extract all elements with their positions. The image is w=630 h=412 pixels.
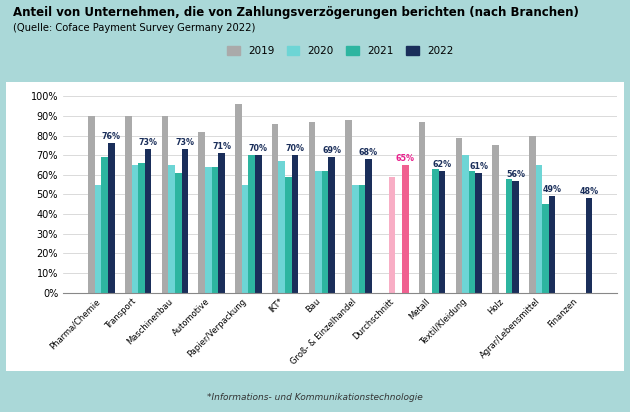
Bar	[328, 157, 335, 293]
Text: 71%: 71%	[212, 142, 231, 151]
Bar	[108, 143, 115, 293]
Bar	[162, 116, 168, 293]
Bar	[292, 155, 299, 293]
Bar	[175, 173, 181, 293]
Text: 48%: 48%	[580, 187, 598, 197]
Bar	[285, 177, 292, 293]
Bar	[419, 122, 425, 293]
Bar	[402, 165, 408, 293]
Bar	[94, 185, 101, 293]
Bar	[438, 171, 445, 293]
Bar	[529, 136, 535, 293]
Text: 76%: 76%	[102, 132, 121, 141]
Bar	[455, 138, 462, 293]
Bar	[315, 171, 322, 293]
Legend: 2019, 2020, 2021, 2022: 2019, 2020, 2021, 2022	[227, 47, 454, 56]
Text: Anteil von Unternehmen, die von Zahlungsverzögerungen berichten (nach Branchen): Anteil von Unternehmen, die von Zahlungs…	[13, 6, 578, 19]
Text: *Informations- und Kommunikationstechnologie: *Informations- und Kommunikationstechnol…	[207, 393, 423, 402]
Text: 61%: 61%	[469, 162, 488, 171]
Bar	[586, 198, 592, 293]
Text: 49%: 49%	[542, 185, 562, 194]
Bar	[198, 132, 205, 293]
Bar	[138, 163, 145, 293]
Bar	[505, 179, 512, 293]
Bar	[218, 153, 225, 293]
Bar	[309, 122, 315, 293]
Bar	[205, 167, 212, 293]
Bar	[145, 149, 151, 293]
Bar	[512, 181, 518, 293]
Bar	[125, 116, 132, 293]
Bar	[352, 185, 358, 293]
Bar	[212, 167, 218, 293]
FancyBboxPatch shape	[6, 82, 624, 371]
Text: 73%: 73%	[139, 138, 158, 147]
Bar	[322, 171, 328, 293]
Text: 62%: 62%	[432, 160, 452, 169]
Bar	[278, 161, 285, 293]
Bar	[542, 204, 549, 293]
Text: 56%: 56%	[506, 170, 525, 179]
Text: 73%: 73%	[175, 138, 194, 147]
Bar	[549, 197, 556, 293]
Text: 69%: 69%	[323, 146, 341, 155]
Bar	[168, 165, 175, 293]
Bar	[88, 116, 94, 293]
Bar	[235, 104, 242, 293]
Bar	[181, 149, 188, 293]
Bar	[132, 165, 138, 293]
Bar	[101, 157, 108, 293]
Text: 70%: 70%	[285, 144, 304, 153]
Bar	[345, 120, 352, 293]
Bar	[476, 173, 482, 293]
Bar	[536, 165, 542, 293]
Bar	[492, 145, 499, 293]
Bar	[242, 185, 248, 293]
Text: (Quelle: Coface Payment Survey Germany 2022): (Quelle: Coface Payment Survey Germany 2…	[13, 23, 255, 33]
Bar	[248, 155, 255, 293]
Bar	[365, 159, 372, 293]
Bar	[432, 169, 438, 293]
Bar	[389, 177, 395, 293]
Text: 65%: 65%	[396, 154, 415, 163]
Bar	[255, 155, 261, 293]
Text: 68%: 68%	[359, 148, 378, 157]
Bar	[462, 155, 469, 293]
Bar	[272, 124, 278, 293]
Bar	[358, 185, 365, 293]
Text: 70%: 70%	[249, 144, 268, 153]
Bar	[469, 171, 476, 293]
